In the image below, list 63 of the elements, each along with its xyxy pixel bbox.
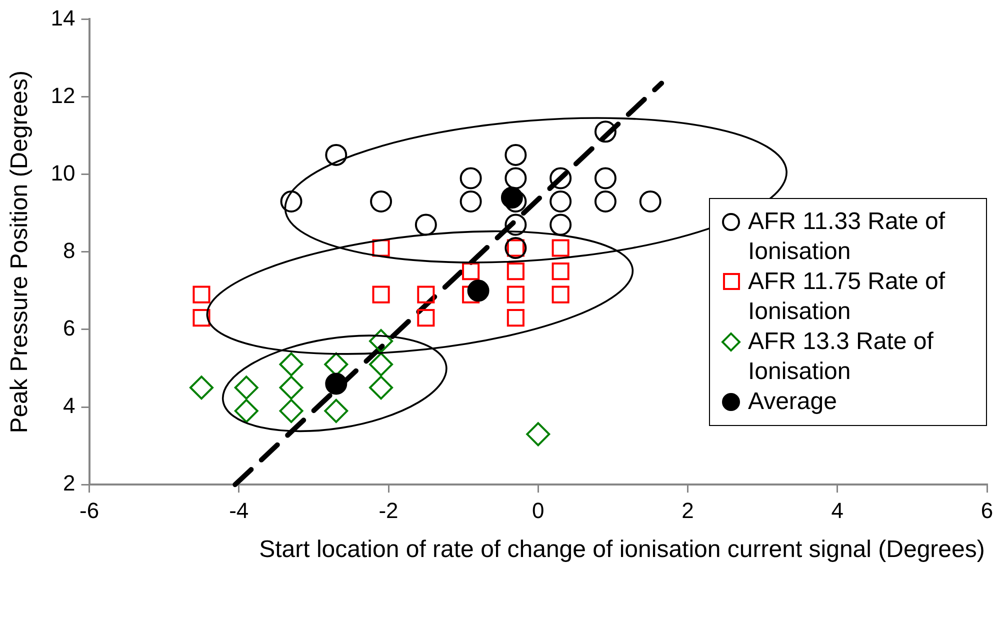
point xyxy=(550,214,572,236)
x-tick-label: -4 xyxy=(229,498,249,523)
point xyxy=(552,262,570,280)
point xyxy=(279,376,304,400)
point xyxy=(460,190,482,212)
point xyxy=(279,352,304,376)
point xyxy=(372,239,390,257)
point xyxy=(552,286,570,304)
point xyxy=(594,120,616,143)
legend-label: Average xyxy=(748,386,838,417)
point xyxy=(506,262,524,280)
point xyxy=(414,214,437,236)
point xyxy=(234,376,258,400)
point xyxy=(279,398,304,423)
point xyxy=(504,144,527,166)
x-axis-title: Start location of rate of change of ionisation current signal (Degrees) xyxy=(258,535,986,565)
point xyxy=(506,309,524,327)
point xyxy=(189,376,214,400)
y-tick-label: 6 xyxy=(63,316,76,341)
point xyxy=(280,190,302,212)
point xyxy=(324,398,348,423)
x-tick-label: 4 xyxy=(831,498,844,523)
point xyxy=(467,280,490,302)
point xyxy=(372,286,390,304)
y-tick-label: 10 xyxy=(50,160,76,186)
y-tick-label: 8 xyxy=(63,238,76,263)
y-tick-label: 4 xyxy=(63,393,76,418)
legend-label: AFR 13.3 Rate of Ionisation xyxy=(748,326,934,387)
point xyxy=(369,376,394,400)
y-tick-label: 14 xyxy=(50,5,76,30)
point xyxy=(234,398,258,423)
point xyxy=(504,167,527,190)
x-tick-label: -6 xyxy=(79,498,100,523)
point xyxy=(460,167,482,190)
point xyxy=(369,352,394,376)
point xyxy=(639,190,662,212)
point xyxy=(552,239,570,257)
point xyxy=(526,422,550,446)
y-tick-label: 12 xyxy=(50,82,76,108)
point xyxy=(594,190,616,212)
point xyxy=(594,167,616,190)
point xyxy=(417,286,435,304)
point xyxy=(504,214,527,236)
point xyxy=(192,286,210,304)
point xyxy=(325,144,348,166)
y-axis-title: Peak Pressure Position (Degrees) xyxy=(6,70,34,434)
point xyxy=(506,286,524,304)
point xyxy=(325,372,348,395)
x-tick-label: 6 xyxy=(980,498,994,523)
legend-label: AFR 11.75 Rate of Ionisation xyxy=(748,266,946,327)
point xyxy=(369,329,394,354)
point xyxy=(550,167,572,190)
point xyxy=(550,190,572,212)
x-tick-label: -2 xyxy=(378,498,398,523)
point xyxy=(192,309,210,327)
point xyxy=(417,309,435,327)
x-tick-label: 0 xyxy=(532,498,544,523)
legend-label: AFR 11.33 Rate of Ionisation xyxy=(748,206,946,267)
point xyxy=(500,186,523,209)
point xyxy=(370,190,392,212)
point xyxy=(462,262,480,280)
y-tick-label: 2 xyxy=(63,470,76,496)
x-tick-label: 2 xyxy=(682,498,694,523)
